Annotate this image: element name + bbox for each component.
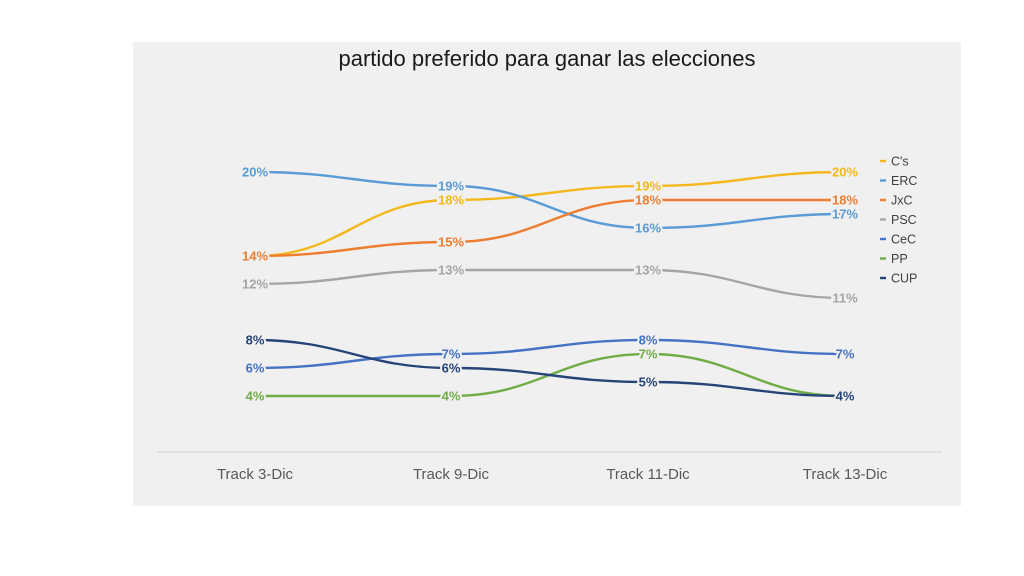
- category-label-0: Track 3-Dic: [217, 466, 294, 483]
- legend-label-jxc: JxC: [891, 194, 913, 208]
- data-label-jxc-3: 18%: [832, 193, 858, 208]
- legend-label-cup: CUP: [891, 272, 917, 286]
- chart-area: [133, 42, 961, 506]
- data-label-erc-3: 17%: [832, 207, 858, 222]
- data-label-psc-3: 11%: [832, 291, 858, 306]
- legend-label-pp: PP: [891, 252, 908, 266]
- series-line-cec: [253, 338, 847, 370]
- data-label-c-s-2: 19%: [635, 179, 661, 194]
- data-label-pp-2: 7%: [639, 347, 658, 362]
- series-line-pp: [253, 352, 847, 398]
- data-label-psc-1: 13%: [438, 263, 464, 278]
- data-label-pp-1: 4%: [442, 389, 461, 404]
- series-line-psc: [253, 268, 847, 300]
- series-line-erc: [253, 170, 847, 230]
- data-label-cec-3: 7%: [836, 347, 855, 362]
- legend-label-c-s: C's: [891, 155, 909, 169]
- data-label-jxc-2: 18%: [635, 193, 661, 208]
- data-label-erc-1: 19%: [438, 179, 464, 194]
- data-label-cec-2: 8%: [639, 333, 658, 348]
- chart-title: partido preferido para ganar las eleccio…: [338, 46, 756, 71]
- series-line-c-s: [253, 170, 847, 258]
- category-label-3: Track 13-Dic: [803, 466, 888, 483]
- legend-label-psc: PSC: [891, 213, 917, 227]
- legend-label-erc: ERC: [891, 174, 917, 188]
- data-label-jxc-1: 15%: [438, 235, 464, 250]
- data-label-c-s-1: 18%: [438, 193, 464, 208]
- data-label-c-s-3: 20%: [832, 165, 858, 180]
- legend-label-cec: CeC: [891, 233, 916, 247]
- data-label-jxc-0: 14%: [242, 249, 268, 264]
- data-label-cec-1: 7%: [442, 347, 461, 362]
- category-labels: Track 3-Dic Track 9-Dic Track 11-Dic Track …: [217, 466, 888, 483]
- data-labels: 18%19%20%20%19%16%17%14%15%18% 18%12%13% 1…: [240, 163, 860, 406]
- data-label-cup-1: 6%: [442, 361, 461, 376]
- data-label-cec-0: 6%: [246, 361, 265, 376]
- legend: C's ERC JxC PSC CeC PP CUP: [880, 155, 917, 286]
- category-label-2: Track 11-Dic: [606, 466, 690, 483]
- data-label-pp-0: 4%: [246, 389, 265, 404]
- data-label-cup-3: 4%: [836, 389, 855, 404]
- data-label-erc-2: 16%: [635, 221, 661, 236]
- data-label-cup-2: 5%: [639, 375, 658, 390]
- data-label-psc-2: 13%: [635, 263, 661, 278]
- data-label-cup-0: 8%: [246, 333, 265, 348]
- series-line-cup: [253, 338, 847, 398]
- data-label-psc-0: 12%: [242, 277, 268, 292]
- data-label-erc-0: 20%: [242, 165, 268, 180]
- category-label-1: Track 9-Dic: [413, 466, 490, 483]
- series-line-jxc: [253, 198, 847, 258]
- series-lines: [253, 170, 847, 398]
